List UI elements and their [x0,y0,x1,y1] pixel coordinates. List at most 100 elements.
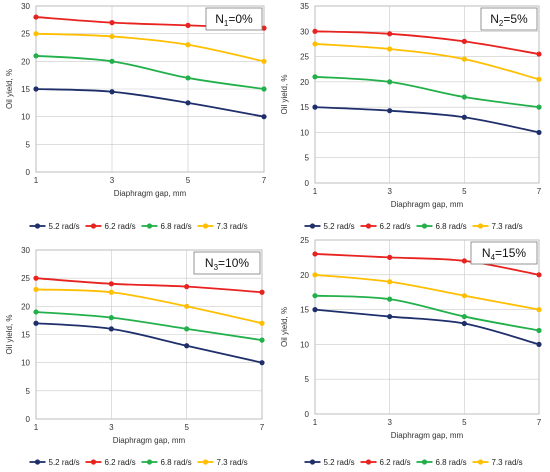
legend-marker [309,459,316,465]
x-tick-label: 5 [462,418,467,427]
legend-entry: 6.8 rad/s [161,222,192,231]
annotation-box [480,7,538,31]
y-tick-label: 25 [300,236,309,245]
data-point [536,51,542,57]
y-tick-label: 5 [305,154,310,163]
data-point [259,337,265,343]
x-axis-title: Diaphragm gap, mm [391,200,464,209]
data-point [387,79,393,85]
annotation-box [193,251,261,275]
data-point [312,307,318,313]
y-tick-label: 0 [305,410,310,419]
legend-entry: 6.2 rad/s [380,458,411,467]
y-tick-label: 30 [21,2,30,11]
data-point [259,360,265,366]
y-tick-label: 20 [300,78,309,87]
y-axis-title: Oil yield, % [5,69,14,109]
series-line-5-2-rad-s [314,308,540,346]
data-point [33,309,39,315]
series-line-5-2-rad-s [35,88,265,118]
legend-entry: 6.2 rad/s [380,222,411,231]
data-point [461,38,467,45]
x-tick-label: 5 [186,176,191,185]
legend-entry: 7.3 rad/s [217,222,248,231]
data-point [259,289,265,295]
y-tick-label: 35 [300,2,309,11]
y-tick-label: 10 [300,340,309,349]
y-tick-label: 20 [21,57,30,66]
y-tick-label: 15 [300,103,309,112]
legend-entry: 5.2 rad/s [324,458,355,467]
x-tick-label: 7 [262,176,267,185]
legend-entry: 6.8 rad/s [436,222,467,231]
series-line-7-3-rad-s [314,43,540,81]
annotation-label: N4=15% [482,246,526,262]
x-axis-title: Diaphragm gap, mm [113,436,186,445]
y-tick-label: 0 [305,179,310,188]
data-point [536,129,542,136]
legend-marker [34,459,41,465]
y-tick-label: 10 [21,113,30,122]
data-point [312,41,318,47]
data-point [108,289,114,295]
y-axis-title: Oil yield, % [5,314,14,354]
legend-entry: 5.2 rad/s [49,222,80,231]
data-point [461,94,467,100]
x-tick-label: 1 [313,187,318,196]
x-tick-label: 1 [313,418,318,427]
data-point [312,28,318,34]
data-point [387,31,393,37]
data-point [536,272,542,278]
data-point [387,313,393,320]
x-tick-label: 3 [387,187,392,196]
legend-marker [90,459,97,465]
data-point [109,33,115,40]
x-tick-label: 3 [110,176,115,185]
legend-marker [477,459,484,465]
data-point [312,251,318,257]
legend-entry: 7.3 rad/s [492,222,523,231]
x-axis-title: Diaphragm gap, mm [114,189,187,198]
data-point [261,114,267,120]
data-point [33,14,39,20]
legend-marker [365,459,372,465]
y-tick-label: 15 [21,85,30,94]
series-line-7-3-rad-s [35,32,265,63]
y-tick-label: 5 [26,387,31,396]
data-point [387,296,393,302]
data-point [184,284,190,290]
data-point [461,56,467,62]
legend-entry: 6.2 rad/s [105,458,136,467]
data-point [184,343,190,349]
data-point [108,326,114,332]
data-point [33,31,39,37]
legend-entry: 7.3 rad/s [217,458,248,467]
data-point [536,76,542,82]
x-tick-label: 3 [387,418,392,427]
annotation-box [470,241,538,265]
series-line-5-2-rad-s [314,106,540,134]
x-tick-label: 7 [537,187,542,196]
data-point [461,258,467,264]
y-axis-title: Oil yield, % [280,74,289,114]
data-point [312,293,318,299]
data-point [33,86,39,92]
data-point [33,275,39,281]
data-point [108,281,114,287]
legend-marker [309,223,316,229]
data-point [261,25,267,31]
x-tick-label: 3 [109,423,114,432]
annotation-label: N1=0% [215,12,253,28]
x-tick-label: 1 [34,176,39,185]
data-point [109,58,115,64]
data-point [109,20,115,26]
data-point [185,100,191,106]
y-tick-label: 25 [21,274,30,283]
x-tick-label: 1 [34,423,39,432]
y-tick-label: 25 [21,30,30,39]
legend-entry: 6.8 rad/s [436,458,467,467]
data-point [109,89,115,95]
data-point [312,272,318,278]
x-axis-title: Diaphragm gap, mm [391,431,464,440]
